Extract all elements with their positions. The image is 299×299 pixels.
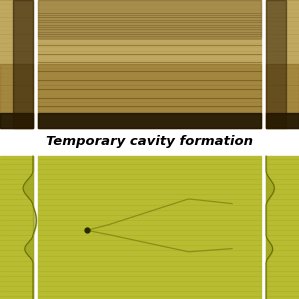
Bar xyxy=(38,0,261,38)
Bar xyxy=(38,113,261,128)
Bar xyxy=(0,64,33,128)
Bar xyxy=(38,64,261,128)
Bar xyxy=(38,0,261,128)
Bar xyxy=(0,156,33,299)
Bar xyxy=(266,0,299,128)
Bar xyxy=(266,0,286,128)
Bar xyxy=(0,0,33,128)
Bar xyxy=(266,156,299,299)
Bar xyxy=(0,113,33,128)
Bar xyxy=(266,113,299,128)
Bar xyxy=(38,156,261,299)
Text: Temporary cavity formation: Temporary cavity formation xyxy=(46,135,253,149)
Bar xyxy=(13,0,33,128)
Bar xyxy=(266,64,299,128)
